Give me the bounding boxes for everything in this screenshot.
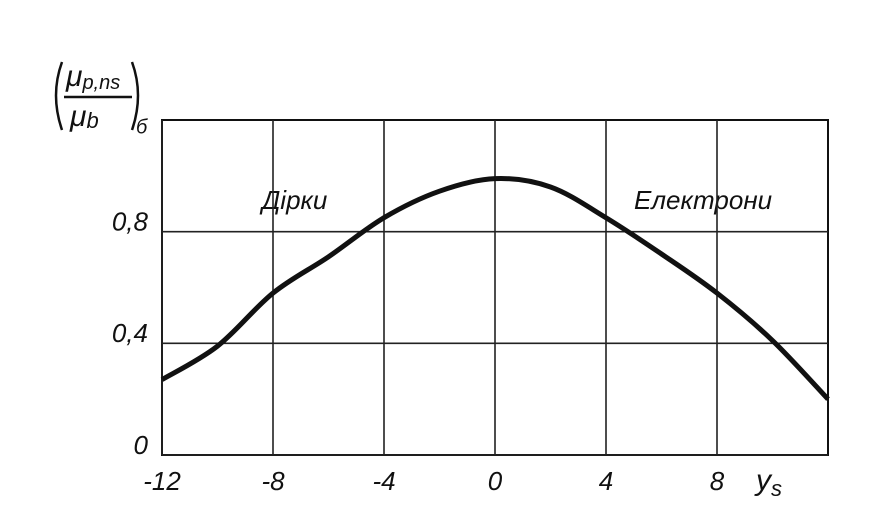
- x-label-symbol: y: [754, 464, 773, 497]
- x-tick-label: -4: [372, 466, 395, 496]
- y-label-symbol: μ: [65, 60, 82, 93]
- x-label-subscript: s: [771, 476, 782, 501]
- y-tick-label: 0: [134, 430, 149, 460]
- x-tick-label: -12: [143, 466, 181, 496]
- y-tick-label: 0,8: [112, 207, 149, 237]
- x-tick-label: 0: [488, 466, 503, 496]
- x-tick-label: -8: [261, 466, 285, 496]
- y-label-subscript: p,ns: [81, 72, 120, 94]
- x-tick-label: 4: [599, 466, 613, 496]
- annotation: Дірки: [259, 185, 327, 215]
- y-label-parens: [54, 61, 140, 131]
- y-label-numerator: μp,ns: [65, 60, 120, 94]
- y-label-denominator: μb: [69, 100, 99, 133]
- y-label-outer-subscript: б: [136, 116, 148, 138]
- y-label-symbol: μ: [69, 100, 86, 133]
- y-label-subscript: b: [86, 108, 98, 133]
- x-label: ys: [754, 464, 782, 501]
- x-tick-label: 8: [710, 466, 725, 496]
- y-tick-label: 0,4: [112, 318, 148, 348]
- data-line: [160, 176, 830, 401]
- annotation: Електрони: [634, 185, 772, 215]
